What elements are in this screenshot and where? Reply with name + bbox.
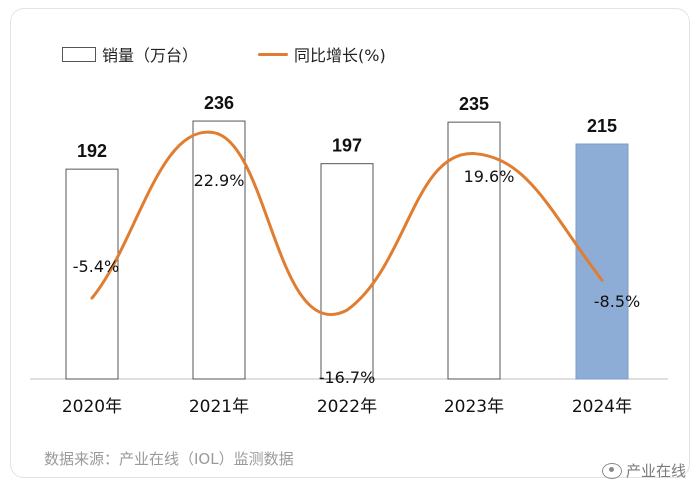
brand-watermark: 产业在线	[601, 460, 686, 481]
legend-bar-swatch	[62, 46, 96, 62]
x-tick-label: 2021年	[189, 397, 249, 417]
bar-2022年	[320, 163, 374, 380]
x-tick-label: 2024年	[572, 397, 632, 417]
bar-2023年	[447, 121, 501, 380]
growth-value-label: -16.7%	[319, 368, 376, 387]
bar-value-label: 197	[332, 136, 362, 156]
bar-2024年	[575, 143, 629, 380]
growth-value-label: 22.9%	[194, 171, 245, 190]
x-tick-label: 2023年	[444, 397, 504, 417]
brand-label: 产业在线	[625, 462, 686, 480]
growth-value-label: -8.5%	[594, 292, 640, 311]
growth-line-group	[90, 130, 604, 316]
growth-value-label: -5.4%	[73, 257, 119, 276]
bar-value-label-group: 192 236 197 235 215	[77, 93, 617, 161]
legend-line-label: 同比增长(%)	[294, 46, 386, 65]
x-tick-label: 2020年	[62, 397, 122, 417]
bar-value-label: 235	[459, 94, 489, 114]
growth-value-label: 19.6%	[464, 167, 515, 186]
growth-line	[90, 130, 604, 316]
bar-value-label: 236	[204, 93, 234, 113]
x-tick-label: 2022年	[317, 397, 377, 417]
legend-item-growth: 同比增长(%)	[258, 44, 386, 65]
legend-line-swatch	[258, 52, 288, 56]
legend-bar-label: 销量（万台）	[102, 46, 199, 65]
growth-label-group: -5.4% 22.9% -16.7% 19.6% -8.5%	[73, 167, 640, 387]
bar-group	[30, 120, 668, 380]
x-tick-group: 2020年 2021年 2022年 2023年 2024年	[62, 397, 632, 417]
bar-2021年	[192, 120, 246, 380]
legend-item-sales: 销量（万台）	[62, 44, 199, 65]
bar-value-label: 215	[587, 116, 617, 136]
source-note: 数据来源：产业在线（IOL）监测数据	[44, 450, 294, 468]
bar-value-label: 192	[77, 141, 107, 161]
weibo-icon	[601, 462, 622, 479]
